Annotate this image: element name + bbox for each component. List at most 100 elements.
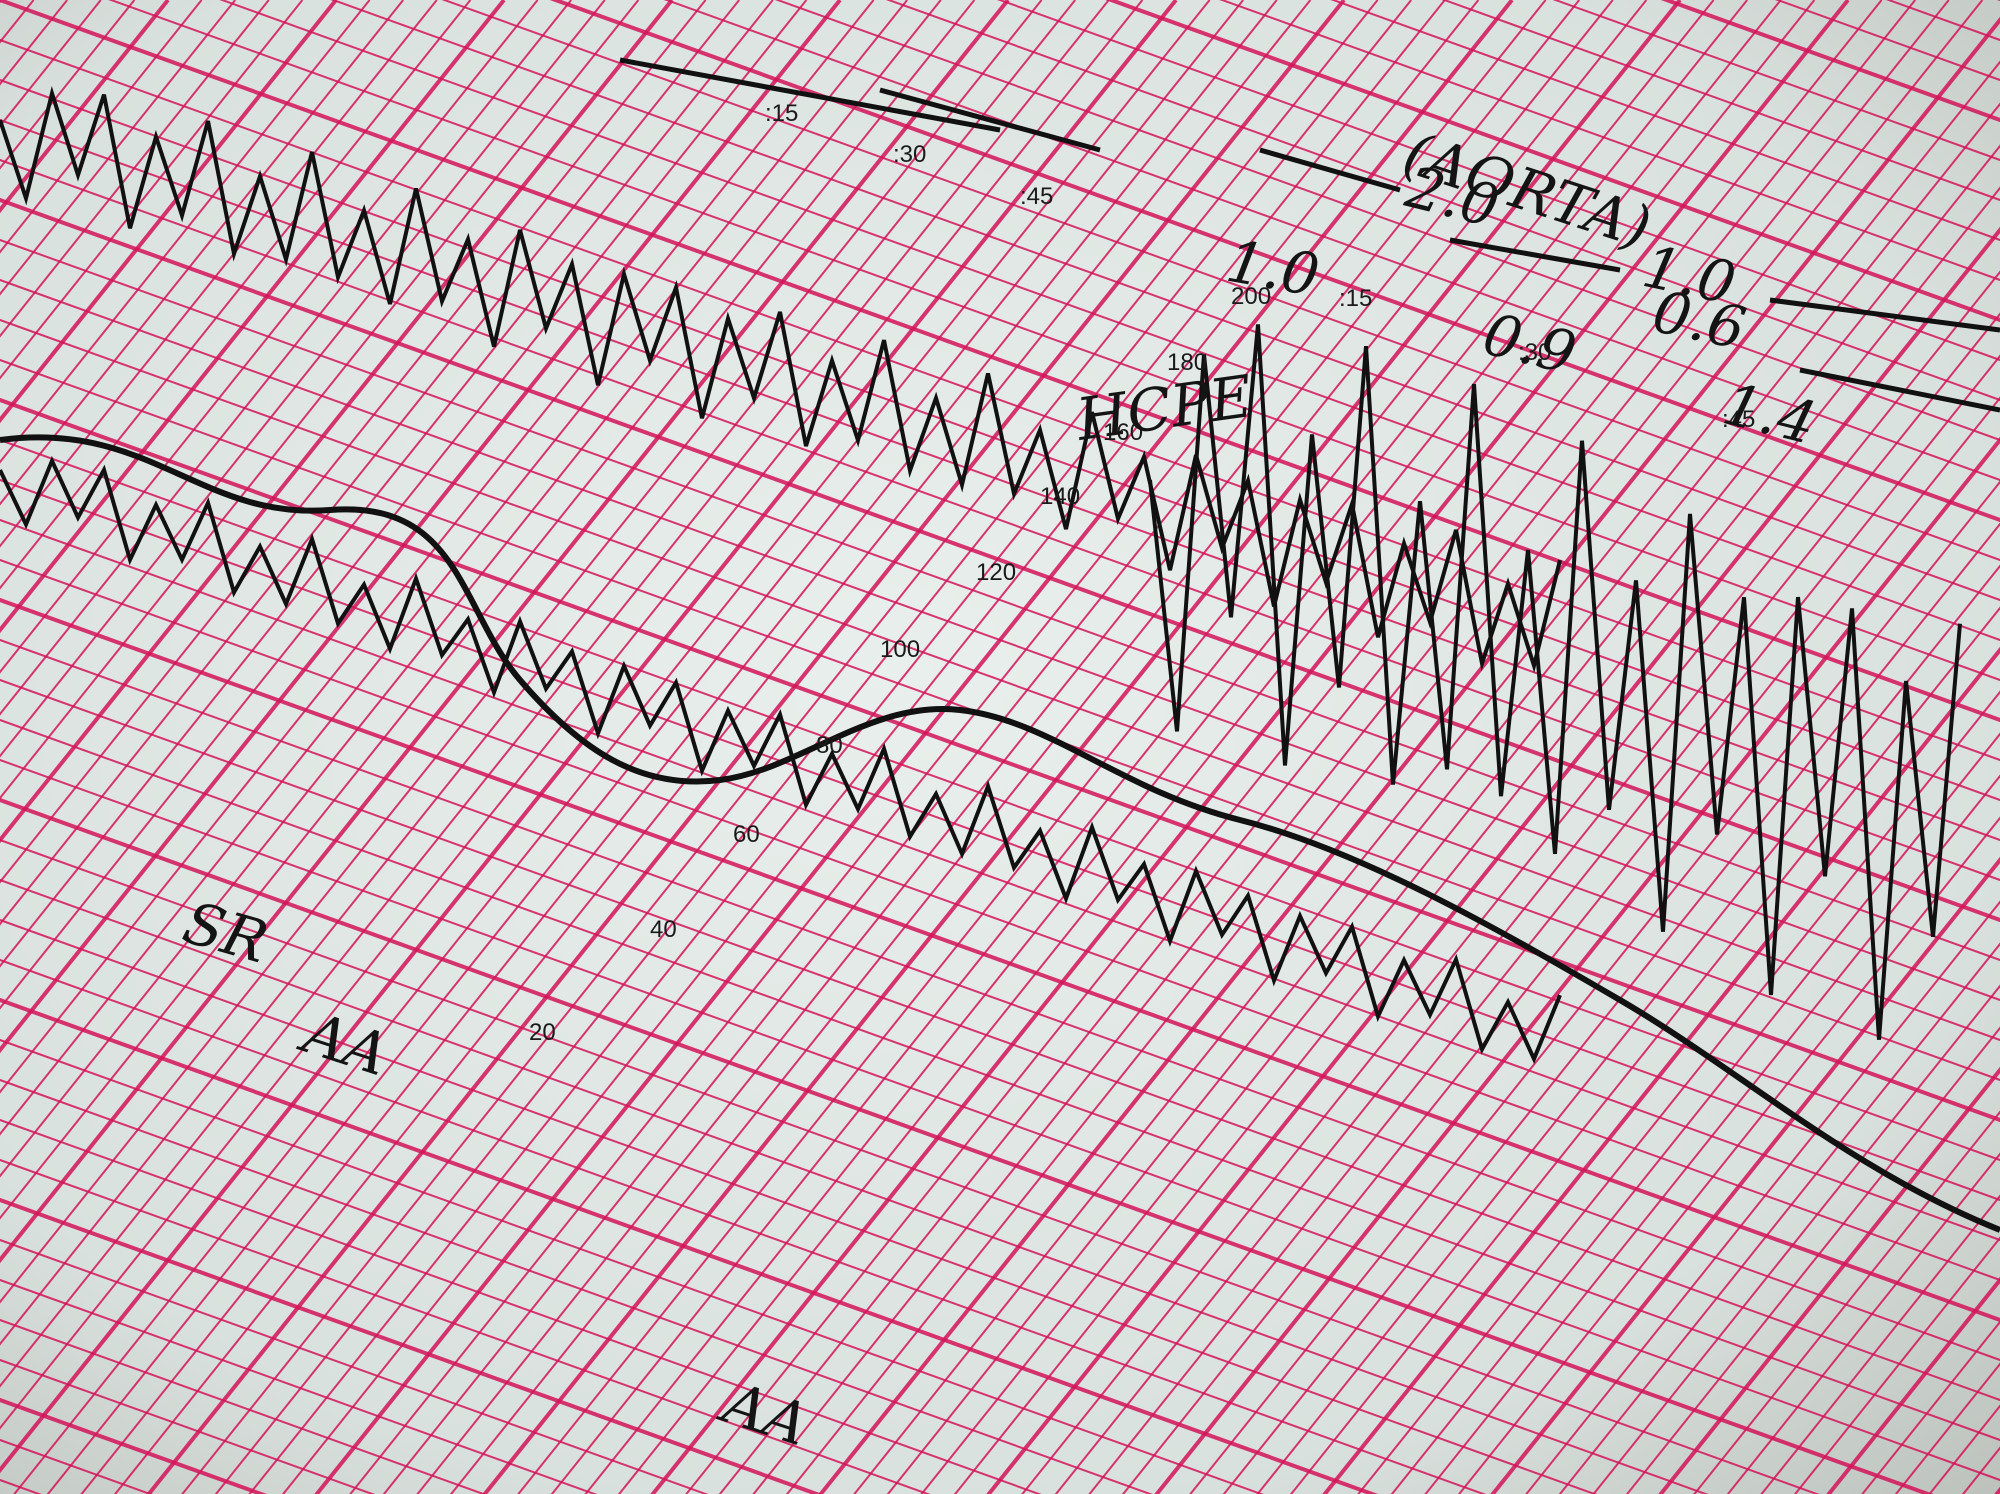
scale-label: 20 <box>529 1019 556 1046</box>
grid-line <box>0 718 2000 1442</box>
scale-label: 140 <box>1040 483 1080 510</box>
grid-line <box>1793 1236 2000 1494</box>
handwritten-note: 1.0 <box>1222 227 1325 310</box>
scale-label: 80 <box>816 732 843 759</box>
grid-line <box>752 0 1950 1494</box>
grid-line <box>853 60 2000 1494</box>
grid-line <box>0 0 842 1054</box>
systolic-trace <box>0 86 1562 674</box>
grid-line <box>0 0 572 716</box>
grid-line <box>0 197 2000 923</box>
ink-dash <box>1799 367 2000 413</box>
diastolic-trace <box>0 455 1562 1064</box>
grid-line <box>0 0 506 634</box>
grid-line <box>1390 732 2000 1494</box>
grid-line <box>0 0 606 758</box>
mean-curve <box>0 434 2000 1233</box>
grid-line <box>1826 1276 2000 1494</box>
grid-line <box>1552 0 2000 162</box>
grid-line <box>1625 1026 2000 1494</box>
grid-line <box>1105 0 2000 323</box>
grid-line <box>549 0 2000 523</box>
grid-line <box>1525 900 2000 1494</box>
grid-line <box>886 102 2000 1494</box>
grid-line <box>1726 1152 2000 1494</box>
grid-line <box>885 0 2000 402</box>
grid-line <box>1861 1320 2000 1494</box>
grid-line <box>0 1078 1153 1494</box>
time-label: :45 <box>1722 406 1755 433</box>
ink-dash <box>1259 147 1401 193</box>
grid-line <box>1256 564 2000 1494</box>
grid-line <box>1322 646 2000 1494</box>
grid-line <box>214 0 1412 1494</box>
grid-line <box>0 1318 487 1494</box>
grid-line <box>550 0 1748 1494</box>
grid-line <box>0 1278 598 1494</box>
grid-line <box>0 0 942 1178</box>
grid-line <box>0 0 338 424</box>
grid-line <box>953 186 2000 1494</box>
grid-line <box>584 0 1782 1494</box>
grid-line <box>0 0 236 296</box>
time-label: :45 <box>1020 183 1053 210</box>
ink-dash <box>619 57 1001 133</box>
ink-dash <box>1769 297 2000 333</box>
grid-line <box>1693 1110 2000 1494</box>
grid-line <box>0 1038 1265 1494</box>
scale-label: 200 <box>1231 283 1271 310</box>
grid-line <box>0 1197 823 1494</box>
ink-dash <box>879 87 1101 153</box>
grid-line <box>718 0 1916 1494</box>
grid-line <box>219 0 2000 642</box>
grid-line <box>0 238 2000 962</box>
grid-line <box>1330 0 2000 242</box>
grid-line <box>1219 0 2000 282</box>
grid-line <box>517 0 1715 1494</box>
grid-line <box>0 918 1598 1494</box>
grid-line <box>441 0 2000 562</box>
scale-label: 120 <box>976 559 1016 586</box>
grid-line <box>0 0 774 968</box>
grid-line <box>785 0 1984 1494</box>
grid-line <box>0 638 2000 1362</box>
grid-line <box>0 597 2000 1323</box>
grid-line <box>0 0 875 1094</box>
grid-line <box>0 0 472 590</box>
grid-line <box>1357 690 2000 1494</box>
grid-line <box>46 0 1244 1494</box>
grid-line <box>0 0 740 926</box>
grid-line <box>0 0 908 1136</box>
grid-line <box>0 0 1043 1304</box>
grid-line <box>0 0 438 548</box>
grid-line <box>416 0 1614 1494</box>
grid-line <box>997 0 2000 362</box>
grid-line <box>1774 0 2000 82</box>
grid-line <box>0 118 2000 842</box>
grid-line <box>1660 0 2000 123</box>
grid-line <box>0 0 1178 1474</box>
grid-line <box>281 0 1480 1494</box>
grid-line <box>0 1158 931 1494</box>
grid-line <box>986 226 2000 1494</box>
grid-line <box>0 0 304 380</box>
grid-line <box>13 0 1211 1494</box>
ink-traces <box>0 57 2000 1233</box>
grid-line <box>0 878 1709 1494</box>
grid-line <box>0 478 2000 1202</box>
grid-line <box>774 0 2000 442</box>
grid-line <box>449 0 1648 1494</box>
grid-line <box>1441 0 2000 202</box>
time-label: :15 <box>765 100 798 127</box>
grid-line <box>685 0 1883 1494</box>
scale-label: 100 <box>880 636 920 663</box>
grid-line <box>0 0 1076 1346</box>
grid-line <box>0 438 2000 1162</box>
grid-line <box>1088 354 2000 1494</box>
grid-line <box>818 16 2000 1494</box>
grid-line <box>1760 1194 2000 1494</box>
grid-line <box>0 0 371 464</box>
scale-label: 60 <box>733 821 760 848</box>
grid-line <box>0 758 2000 1482</box>
